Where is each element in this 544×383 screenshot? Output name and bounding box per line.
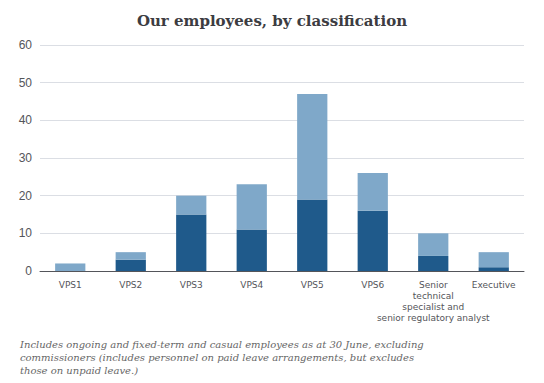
svg-text:VPS2: VPS2 (119, 280, 142, 290)
svg-text:10: 10 (19, 226, 33, 240)
svg-text:senior regulatory analyst: senior regulatory analyst (377, 313, 490, 323)
svg-text:Senior: Senior (419, 280, 448, 290)
svg-text:specialist and: specialist and (402, 302, 464, 312)
svg-text:commissioners (includes person: commissioners (includes personnel on pai… (20, 352, 414, 363)
svg-text:VPS6: VPS6 (361, 280, 384, 290)
svg-text:VPS5: VPS5 (301, 280, 324, 290)
svg-text:0: 0 (25, 264, 32, 278)
svg-text:Our employees, by classificati: Our employees, by classification (137, 12, 407, 30)
svg-text:40: 40 (19, 113, 33, 127)
svg-text:50: 50 (19, 76, 33, 90)
svg-text:VPS1: VPS1 (59, 280, 82, 290)
svg-text:20: 20 (19, 189, 33, 203)
svg-text:technical: technical (413, 291, 454, 301)
svg-text:Includes ongoing and fixed-ter: Includes ongoing and fixed-term and casu… (19, 339, 424, 350)
svg-text:VPS4: VPS4 (240, 280, 263, 290)
svg-text:those on unpaid leave.): those on unpaid leave.) (20, 365, 138, 376)
svg-text:30: 30 (19, 151, 33, 165)
svg-text:VPS3: VPS3 (180, 280, 203, 290)
svg-text:Executive: Executive (472, 280, 516, 290)
svg-text:60: 60 (19, 38, 33, 52)
